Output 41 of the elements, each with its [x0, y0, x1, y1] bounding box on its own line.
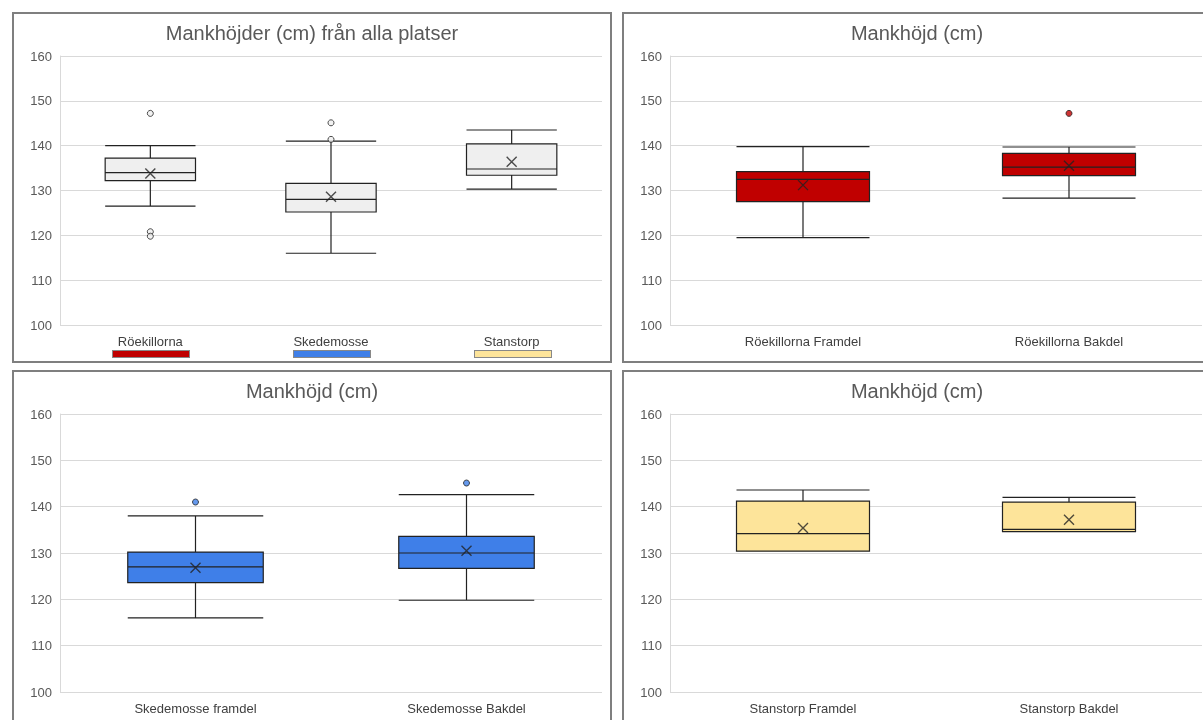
x-tick-label: Skedemosse	[293, 334, 369, 349]
x-tick-label: Skedemosse Bakdel	[407, 701, 526, 716]
x-tick-label: Röekillorna Framdel	[744, 334, 862, 349]
y-tick-label: 140	[640, 499, 662, 515]
chart-title: Mankhöjd (cm)	[850, 380, 984, 402]
chart-title: Mankhöjd (cm)	[850, 22, 984, 44]
y-tick-label: 120	[640, 591, 662, 607]
y-tick-label: 100	[30, 684, 52, 700]
y-tick-label: 150	[640, 452, 662, 468]
y-tick-label: 160	[30, 406, 52, 422]
y-tick-label: 140	[640, 138, 662, 154]
y-tick-label: 120	[640, 227, 662, 243]
x-tick-label: Röekillorna	[117, 334, 184, 349]
y-tick-label: 100	[640, 317, 662, 333]
y-tick-label: 160	[30, 48, 52, 64]
y-tick-label: 130	[30, 545, 52, 561]
y-tick-label: 100	[30, 317, 52, 333]
y-tick-label: 130	[640, 183, 662, 198]
y-tick-label: 160	[640, 406, 662, 422]
y-tick-label: 120	[30, 591, 52, 607]
x-tick-label: Röekillorna Bakdel	[1014, 334, 1124, 349]
x-tick-label: Stanstorp Bakdel	[1019, 701, 1119, 716]
y-tick-label: 100	[640, 684, 662, 700]
y-tick-label: 160	[640, 48, 662, 64]
y-tick-label: 150	[30, 93, 52, 109]
y-tick-label: 130	[30, 183, 52, 198]
chart-title: Mankhöjder (cm) från alla platser	[165, 22, 459, 44]
y-tick-label: 110	[641, 638, 662, 654]
x-tick-label: Stanstorp Framdel	[749, 701, 857, 716]
x-tick-label: Stanstorp	[483, 334, 540, 349]
y-tick-label: 150	[30, 452, 52, 468]
y-tick-label: 130	[640, 545, 662, 561]
y-tick-label: 140	[30, 499, 52, 515]
y-tick-label: 110	[31, 272, 52, 288]
y-tick-label: 120	[30, 227, 52, 243]
y-tick-label: 140	[30, 138, 52, 154]
y-tick-label: 150	[640, 93, 662, 109]
chart-title: Mankhöjd (cm)	[245, 380, 379, 402]
x-tick-label: Skedemosse framdel	[134, 701, 257, 716]
y-tick-label: 110	[31, 638, 52, 654]
y-tick-label: 110	[641, 272, 662, 288]
